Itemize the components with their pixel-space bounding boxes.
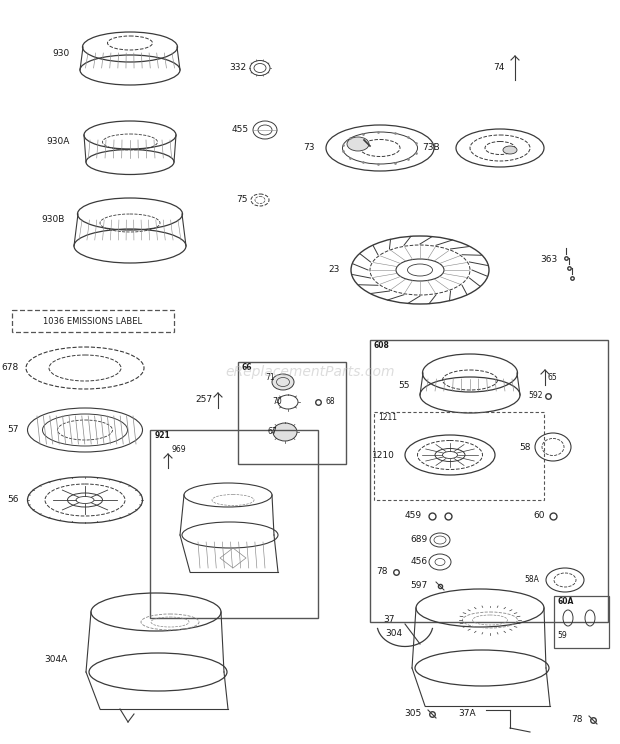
Text: eReplacementParts.com: eReplacementParts.com [225, 365, 395, 379]
Text: 73B: 73B [422, 144, 440, 153]
Ellipse shape [503, 146, 517, 154]
Text: 1036 EMISSIONS LABEL: 1036 EMISSIONS LABEL [43, 316, 143, 326]
Text: 58A: 58A [524, 576, 539, 585]
Text: 969: 969 [172, 446, 187, 455]
Text: 73: 73 [304, 144, 315, 153]
Ellipse shape [272, 374, 294, 390]
Text: 689: 689 [410, 536, 428, 545]
Text: 58: 58 [520, 443, 531, 452]
Ellipse shape [273, 423, 297, 441]
Text: 60A: 60A [557, 597, 574, 606]
Ellipse shape [347, 137, 369, 151]
Text: 60: 60 [533, 512, 545, 521]
Text: 74: 74 [494, 63, 505, 72]
Text: 37A: 37A [458, 710, 476, 719]
Bar [150, 430, 318, 618]
Text: 78: 78 [376, 568, 388, 577]
Text: 678: 678 [2, 364, 19, 373]
Bar [12, 310, 174, 332]
Text: 608: 608 [374, 341, 390, 350]
Text: 363: 363 [541, 255, 558, 265]
Text: 59: 59 [557, 632, 567, 641]
Text: 1211: 1211 [378, 412, 397, 422]
Text: 257: 257 [195, 396, 212, 405]
Text: 55: 55 [399, 380, 410, 390]
Text: 459: 459 [405, 512, 422, 521]
Text: 930B: 930B [42, 216, 65, 225]
Text: 304A: 304A [45, 655, 68, 664]
Text: 67: 67 [267, 428, 277, 437]
Text: 304: 304 [385, 629, 402, 638]
Bar [374, 412, 544, 500]
Text: 65: 65 [548, 373, 558, 382]
Text: 23: 23 [329, 266, 340, 275]
Text: 37: 37 [384, 615, 395, 624]
Text: 921: 921 [155, 432, 170, 440]
Text: 332: 332 [229, 63, 246, 72]
Bar [370, 340, 608, 622]
Text: 597: 597 [410, 582, 428, 591]
Text: 930A: 930A [46, 138, 70, 147]
Text: 71: 71 [265, 373, 275, 382]
Text: 75: 75 [236, 196, 248, 205]
Text: 305: 305 [405, 710, 422, 719]
Bar [238, 362, 346, 464]
Text: 455: 455 [232, 126, 249, 135]
Text: 930: 930 [53, 48, 70, 57]
Text: 1210: 1210 [372, 451, 395, 460]
Text: 456: 456 [411, 557, 428, 566]
Text: 78: 78 [572, 716, 583, 725]
Text: 592: 592 [528, 391, 543, 400]
Text: 68: 68 [325, 397, 335, 406]
Text: 70: 70 [272, 397, 282, 406]
Text: 57: 57 [7, 426, 19, 434]
Bar [554, 596, 609, 648]
Text: 66: 66 [242, 364, 252, 373]
Text: 56: 56 [7, 496, 19, 504]
